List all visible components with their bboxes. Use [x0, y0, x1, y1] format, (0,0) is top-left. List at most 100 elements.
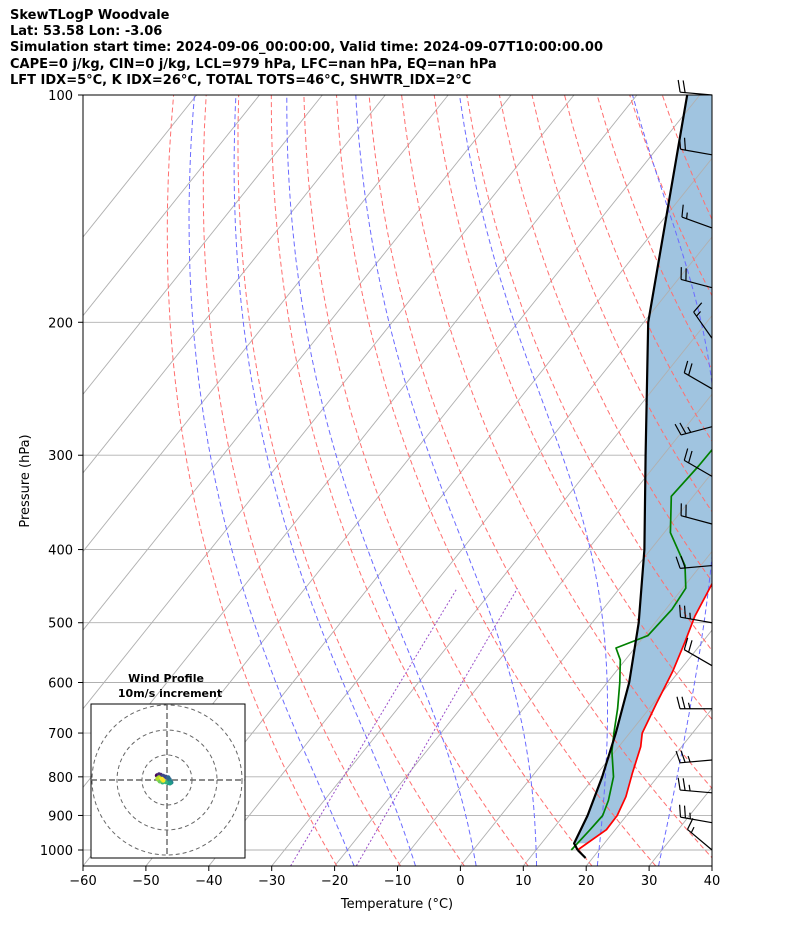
isotherm-line [145, 157, 712, 866]
hodograph-segment [165, 776, 169, 779]
hodograph-segment [165, 781, 169, 784]
wind-barb [680, 503, 713, 525]
y-tick-label: 300 [48, 449, 73, 464]
hodograph-segment [167, 777, 171, 780]
y-tick-label: 800 [48, 771, 73, 786]
hodograph-segment [158, 776, 163, 780]
hodograph-subtitle: 10m/s increment [118, 687, 222, 700]
isotherm-line [83, 95, 260, 317]
dry-adiabat-line [336, 95, 657, 866]
dry-adiabat-line [368, 95, 712, 859]
isotherm-line [83, 95, 512, 631]
wind-barb [679, 604, 713, 624]
isotherm-line [208, 236, 712, 866]
title-line-5: LFT IDX=5°C, K IDX=26°C, TOTAL TOTS=46°C… [10, 72, 472, 88]
x-tick-label: −20 [321, 874, 348, 889]
wind-barb [675, 556, 713, 569]
isotherm-line [83, 95, 449, 553]
isotherm-line [585, 708, 712, 866]
x-tick-label: 10 [515, 874, 532, 889]
mixing-ratio-line [290, 587, 458, 866]
moist-adiabat-line [233, 95, 416, 866]
wind-barb [677, 777, 713, 794]
x-tick-label: −30 [258, 874, 285, 889]
axis-ticks-layer: −60 −50 −40 −30 −20 −10 0 10 20 30 40 1000 900 800 700… [40, 89, 720, 889]
y-tick-label: 900 [48, 809, 73, 824]
wind-barb [679, 804, 713, 824]
y-tick-label: 600 [48, 677, 73, 692]
hodograph-segment [161, 778, 164, 781]
wind-barb [674, 422, 713, 436]
dry-adiabat-line [202, 95, 402, 866]
isotherm-line [83, 95, 386, 474]
wind-barb [677, 79, 713, 96]
y-tick-label: 400 [48, 544, 73, 559]
isotherm-line [397, 472, 712, 866]
dry-adiabat-line [166, 95, 338, 866]
dry-adiabat-line [401, 95, 712, 790]
chart-title: SkewTLogP Woodvale Lat: 53.58 Lon: -3.06… [10, 8, 603, 89]
wind-barbs-layer [674, 79, 713, 851]
x-tick-label: −10 [384, 874, 411, 889]
title-line-2: Lat: 53.58 Lon: -3.06 [10, 24, 163, 40]
isotherm-line [460, 550, 712, 866]
wind-barb [683, 448, 713, 477]
y-tick-label: 1000 [40, 844, 73, 859]
isotherm-line [83, 95, 575, 710]
profile-lines-layer [570, 95, 712, 859]
isotherm-line [271, 314, 712, 866]
dry-adiabat-line [466, 95, 712, 652]
hodograph-segment [158, 773, 162, 776]
parcel-surface-hook [576, 849, 587, 859]
hodograph-segment [169, 781, 172, 784]
dry-adiabat-line [564, 95, 712, 443]
cin-shaded-area [574, 95, 712, 844]
wind-barb [679, 136, 713, 156]
dewpoint-profile-line [570, 448, 712, 851]
y-tick-label: 700 [48, 727, 73, 742]
x-tick-label: −40 [195, 874, 222, 889]
dry-adiabat-line [270, 95, 529, 866]
hodograph-segment [163, 775, 167, 778]
title-line-4: CAPE=0 j/kg, CIN=0 j/kg, LCL=979 hPa, LF… [10, 56, 497, 72]
moist-adiabat-line [355, 95, 538, 866]
moist-adiabat-line [720, 95, 794, 866]
temperature-profile-line [577, 582, 712, 851]
isotherm-line [334, 393, 712, 866]
isotherm-line [775, 95, 794, 866]
title-line-3: Simulation start time: 2024-09-06_00:00:… [10, 40, 603, 56]
parcel-profile-line [573, 95, 689, 851]
hodograph-inset: Wind Profile 10m/s increment [90, 672, 246, 859]
wind-barb [680, 267, 713, 289]
x-tick-label: −50 [132, 874, 159, 889]
dry-adiabat-line [303, 95, 593, 866]
y-axis-label: Pressure (hPa) [18, 434, 33, 527]
wind-barb [675, 750, 713, 764]
hodograph-segment [160, 774, 164, 777]
x-tick-label: 30 [641, 874, 658, 889]
x-tick-label: 40 [704, 874, 721, 889]
isotherm-line [83, 95, 197, 238]
x-tick-label: −60 [69, 874, 96, 889]
title-line-1: SkewTLogP Woodvale [10, 8, 170, 23]
moist-adiabat-line [286, 95, 477, 866]
wind-barb [681, 204, 713, 229]
isotherm-line [522, 629, 712, 866]
isotherm-line [711, 865, 712, 866]
cape-shading-layer [574, 95, 712, 844]
y-tick-label: 500 [48, 617, 73, 632]
hodograph-title: Wind Profile [128, 672, 204, 685]
dry-adiabat-line [498, 95, 712, 583]
moist-adiabat-line [188, 95, 355, 866]
wind-barb [683, 637, 713, 667]
wind-barb [686, 818, 713, 851]
x-axis-label: Temperature (°C) [340, 897, 453, 912]
moist-adiabat-line [632, 95, 712, 866]
mixing-ratio-line [355, 587, 518, 866]
x-tick-label: 20 [578, 874, 595, 889]
dry-adiabat-line [727, 95, 794, 866]
y-tick-label: 200 [48, 316, 73, 331]
moist-adiabat-line [459, 95, 608, 866]
isotherm-line [83, 95, 323, 395]
